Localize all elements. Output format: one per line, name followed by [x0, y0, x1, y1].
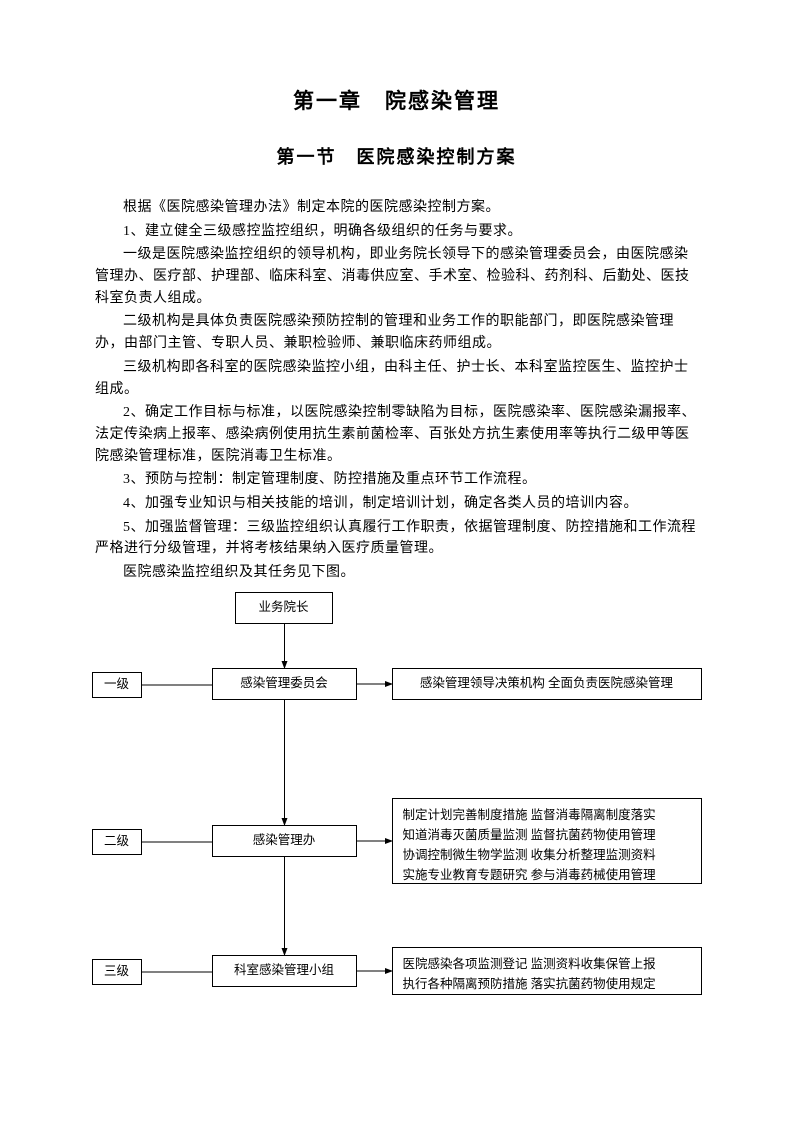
paragraph: 三级机构即各科室的医院感染监控小组，由科主任、护士长、本科室监控医生、监控护士组…: [95, 357, 698, 400]
node-level2-center: 感染管理办: [212, 825, 357, 857]
paragraph: 二级机构是具体负责医院感染预防控制的管理和业务工作的职能部门，即医院感染管理办，…: [95, 311, 698, 354]
paragraph: 医院感染监控组织及其任务见下图。: [95, 562, 698, 584]
paragraph: 一级是医院感染监控组织的领导机构，即业务院长领导下的感染管理委员会，由医院感染管…: [95, 244, 698, 309]
node-level3-label: 三级: [92, 959, 142, 985]
paragraph: 5、加强监督管理：三级监控组织认真履行工作职责，依据管理制度、防控措施和工作流程…: [95, 517, 698, 560]
node-level2-desc: 制定计划完善制度措施 监督消毒隔离制度落实知道消毒灭菌质量监测 监督抗菌药物使用…: [392, 798, 702, 884]
org-chart: 业务院长一级感染管理委员会感染管理领导决策机构 全面负责医院感染管理二级感染管理…: [97, 592, 697, 1082]
body-text: 根据《医院感染管理办法》制定本院的医院感染控制方案。 1、建立健全三级感控监控组…: [95, 197, 698, 584]
node-level3-center: 科室感染管理小组: [212, 955, 357, 987]
node-level1-label: 一级: [92, 672, 142, 698]
node-level3-desc: 医院感染各项监测登记 监测资料收集保管上报执行各种隔离预防措施 落实抗菌药物使用…: [392, 947, 702, 995]
node-top: 业务院长: [235, 592, 333, 624]
paragraph: 2、确定工作目标与标准，以医院感染控制零缺陷为目标，医院感染率、医院感染漏报率、…: [95, 402, 698, 467]
section-title: 第一节 医院感染控制方案: [95, 143, 698, 169]
paragraph: 3、预防与控制：制定管理制度、防控措施及重点环节工作流程。: [95, 469, 698, 491]
node-level2-label: 二级: [92, 829, 142, 855]
paragraph: 根据《医院感染管理办法》制定本院的医院感染控制方案。: [95, 197, 698, 219]
paragraph: 4、加强专业知识与相关技能的培训，制定培训计划，确定各类人员的培训内容。: [95, 493, 698, 515]
paragraph: 1、建立健全三级感控监控组织，明确各级组织的任务与要求。: [95, 221, 698, 243]
node-level1-desc: 感染管理领导决策机构 全面负责医院感染管理: [392, 668, 702, 700]
chapter-title: 第一章 院感染管理: [95, 85, 698, 115]
node-level1-center: 感染管理委员会: [212, 668, 357, 700]
